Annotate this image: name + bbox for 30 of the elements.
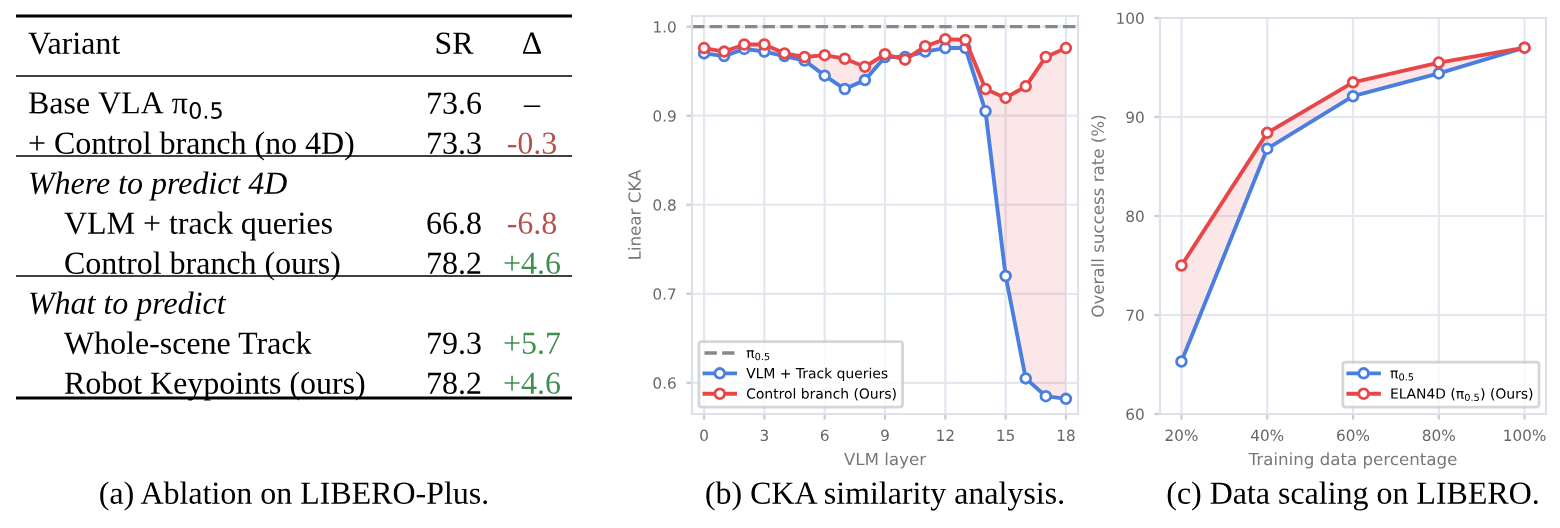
category-label: Control branch (ours): [65, 251, 340, 281]
category-label: Robot Keypoints (ours): [64, 371, 365, 401]
text: (b) CKA similarity analysis.: [706, 481, 1064, 511]
category-label: Base VLA π$_{0.5}$: [28, 92, 222, 119]
text: (a) Ablation on LIBERO-Plus.: [100, 481, 488, 511]
data-label: 78.2: [428, 372, 481, 395]
data-label: +4.6: [504, 252, 561, 275]
text: Variant: [28, 32, 121, 55]
category-label: What to predict: [30, 291, 227, 321]
text: Δ: [522, 32, 542, 54]
x-axis-title: Training data percentage: [1248, 452, 1457, 469]
category-label: VLM + track queries: [64, 211, 332, 241]
y-axis-title: Overall success rate (%): [1091, 115, 1106, 317]
text: (c) Data scaling on LIBERO.: [1167, 481, 1538, 511]
data-label: 73.3: [428, 132, 481, 155]
data-label: -0.3: [507, 132, 557, 155]
data-label: +4.6: [504, 372, 561, 395]
data-label: 78.2: [428, 252, 481, 275]
category-label: + Control branch (no 4D): [29, 131, 354, 161]
data-label: -6.8: [507, 212, 557, 235]
y-axis-title: Linear CKA: [627, 169, 641, 259]
data-label: 66.8: [427, 212, 481, 235]
data-label: –: [523, 105, 541, 108]
x-axis-title: VLM layer: [844, 452, 927, 469]
text: SR: [436, 32, 474, 54]
data-label: 79.3: [428, 332, 481, 355]
data-label: 73.6: [428, 92, 481, 115]
category-label: Whole-scene Track: [64, 331, 312, 355]
category-label: Where to predict 4D: [30, 171, 287, 201]
data-label: +5.7: [504, 332, 561, 355]
